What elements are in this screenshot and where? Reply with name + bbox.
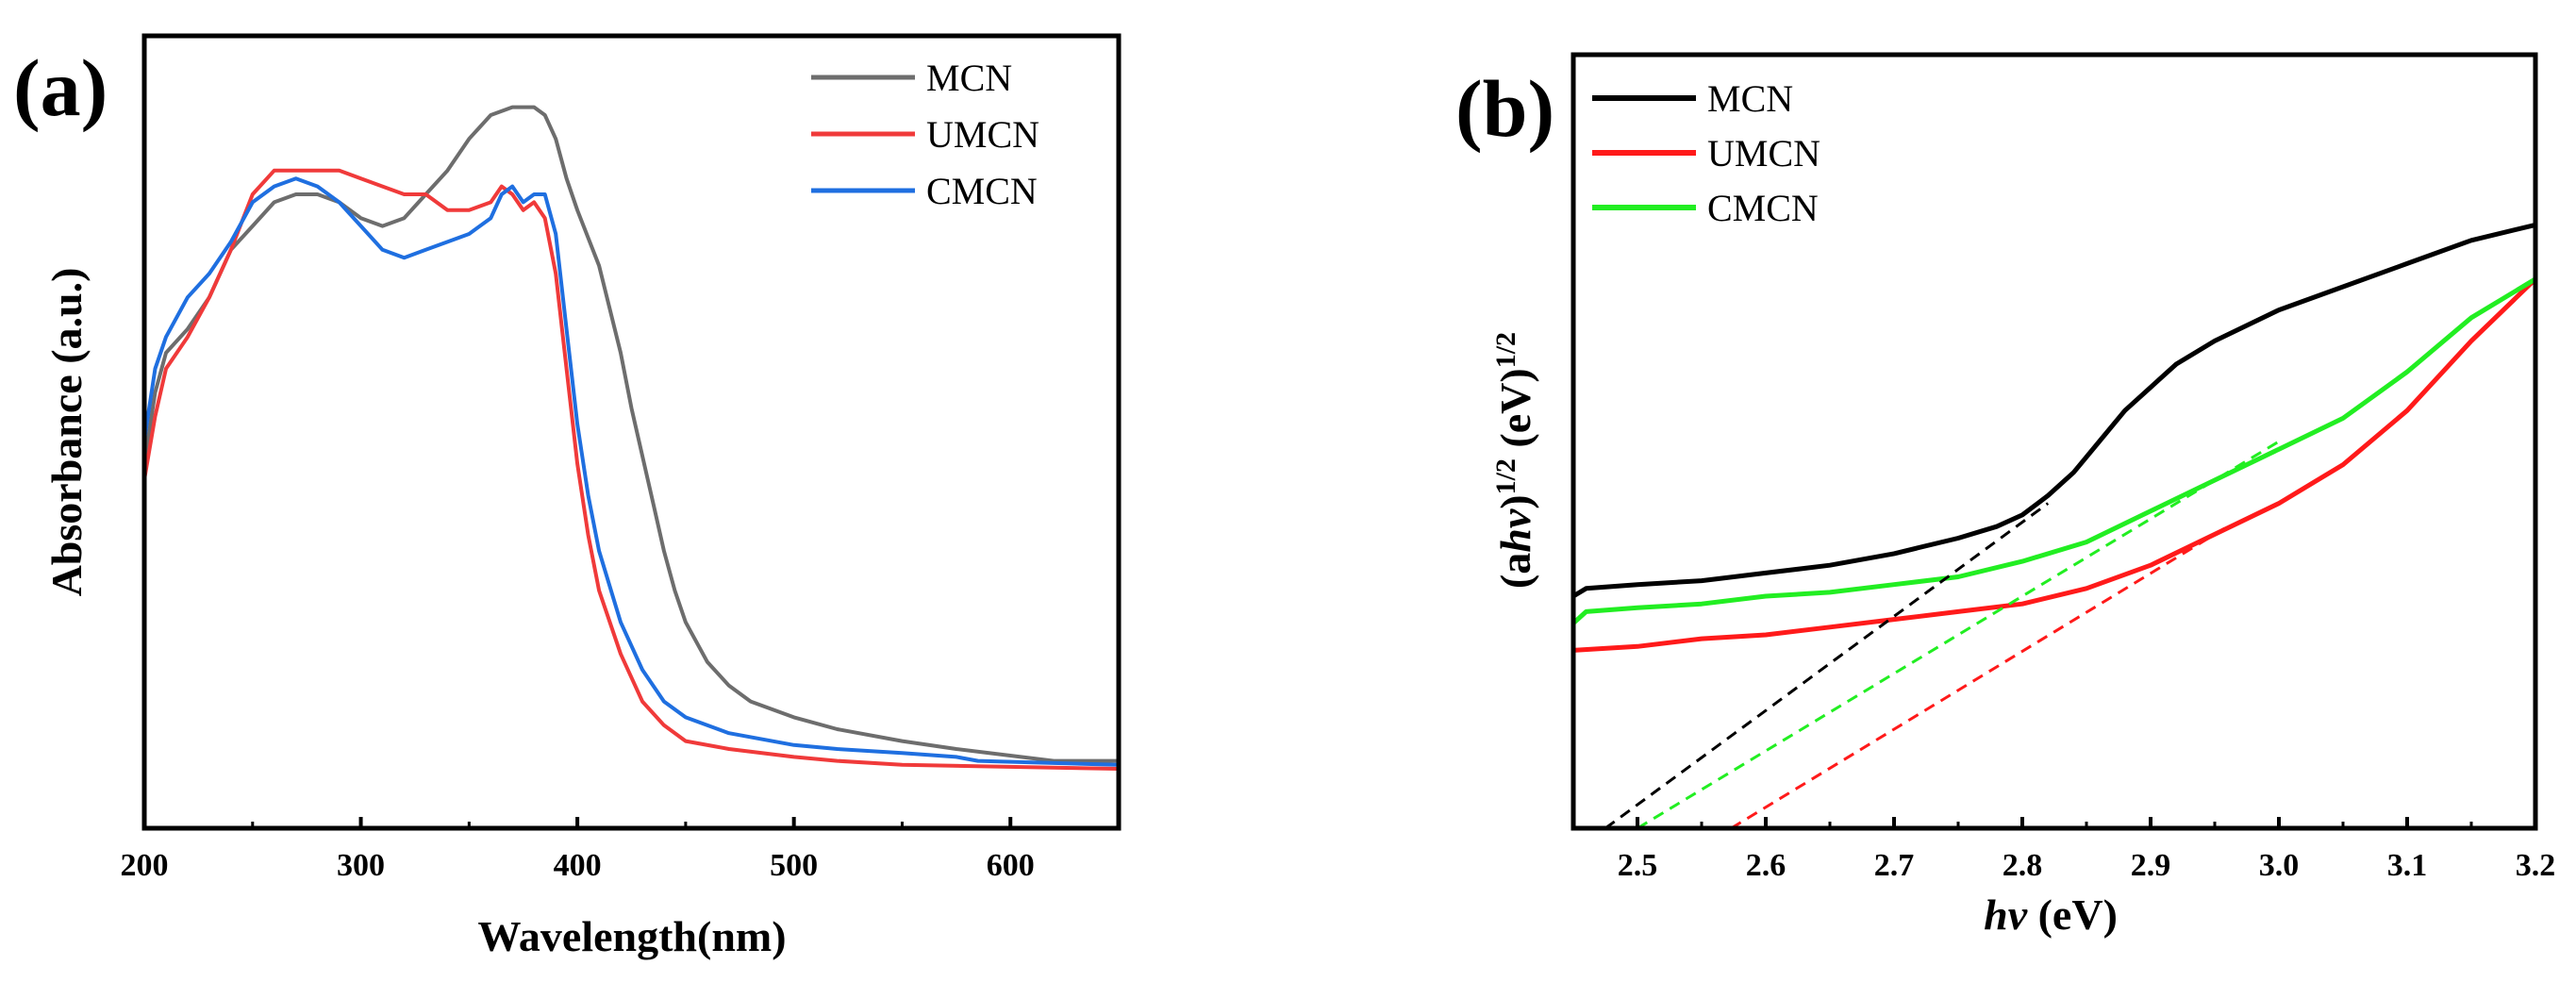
chart-b-legend-label-cmcn: CMCN: [1707, 187, 1819, 229]
chart-b: 2.5 2.6 2.7 2.8 2.9 3.0 3.1 3.2 hv (eV) (ahv)1/…: [1490, 52, 2556, 939]
panel-b-label: (b): [1455, 63, 1554, 154]
chart-a-series-cmcn: [142, 176, 1120, 767]
chart-a-x-tick-label: 300: [337, 848, 385, 883]
panel-a-label: (a): [13, 42, 108, 133]
chart-a-x-tick-label: 500: [770, 848, 818, 883]
chart-a-legend-label-mcn: MCN: [926, 57, 1012, 99]
chart-a-series-mcn: [142, 105, 1119, 763]
chart-b-x-tick-label: 2.8: [2003, 848, 2043, 883]
chart-b-x-tick-label: 3.1: [2387, 848, 2428, 883]
chart-b-series-mcn-tangent: [1604, 502, 2050, 828]
chart-a-series-group: [142, 105, 1120, 771]
chart-b-x-tick-label: 3.0: [2259, 848, 2300, 883]
chart-b-legend: MCN UMCN CMCN: [1592, 77, 1820, 229]
chart-b-legend-label-mcn: MCN: [1707, 77, 1793, 120]
chart-a-x-tick-label: 200: [121, 848, 169, 883]
chart-b-x-tick-label: 2.9: [2131, 848, 2171, 883]
chart-b-series-umcn: [1573, 277, 2535, 653]
chart-b-x-tick-label: 3.2: [2516, 848, 2556, 883]
chart-b-x-tick-label: 2.6: [1746, 848, 1787, 883]
chart-b-legend-label-umcn: UMCN: [1707, 132, 1820, 175]
chart-a-x-tick-label: 400: [554, 848, 602, 883]
chart-b-series-mcn: [1573, 222, 2535, 599]
chart-a-ylabel: Absorbance (a.u.): [42, 268, 91, 597]
chart-b-xlabel: hv (eV): [1984, 890, 2118, 939]
chart-a-x-ticks: 200 300 400 500 600: [121, 817, 1035, 883]
chart-b-x-tick-label: 2.7: [1874, 848, 1915, 883]
chart-b-frame: [1571, 52, 2538, 831]
chart-b-x-ticks: 2.5 2.6 2.7 2.8 2.9 3.0 3.1 3.2: [1618, 817, 2556, 883]
chart-a-legend: MCN UMCN CMCN: [811, 57, 1039, 212]
chart-b-ylabel: (ahv)1/2 (eV)1/2: [1490, 332, 1540, 589]
chart-b-series-cmcn-tangent: [1637, 440, 2280, 828]
chart-a-x-tick-label: 600: [987, 848, 1035, 883]
svg-text:(ahv)1/2 (eV)1/2: (ahv)1/2 (eV)1/2: [1490, 332, 1540, 589]
chart-a-legend-label-umcn: UMCN: [926, 113, 1039, 156]
chart-b-x-tick-label: 2.5: [1618, 848, 1658, 883]
chart-a-series-umcn: [142, 168, 1120, 771]
chart-b-series-cmcn: [1573, 276, 2535, 625]
chart-a-xlabel: Wavelength(nm): [477, 912, 786, 960]
chart-a: 200 300 400 500 600 Wavelength(nm) Absorbanc…: [42, 33, 1122, 960]
chart-a-frame: [141, 33, 1122, 831]
chart-a-legend-label-cmcn: CMCN: [926, 170, 1038, 212]
chart-b-series-umcn-tangent: [1730, 524, 2229, 828]
chart-b-series-group: [1573, 222, 2535, 828]
